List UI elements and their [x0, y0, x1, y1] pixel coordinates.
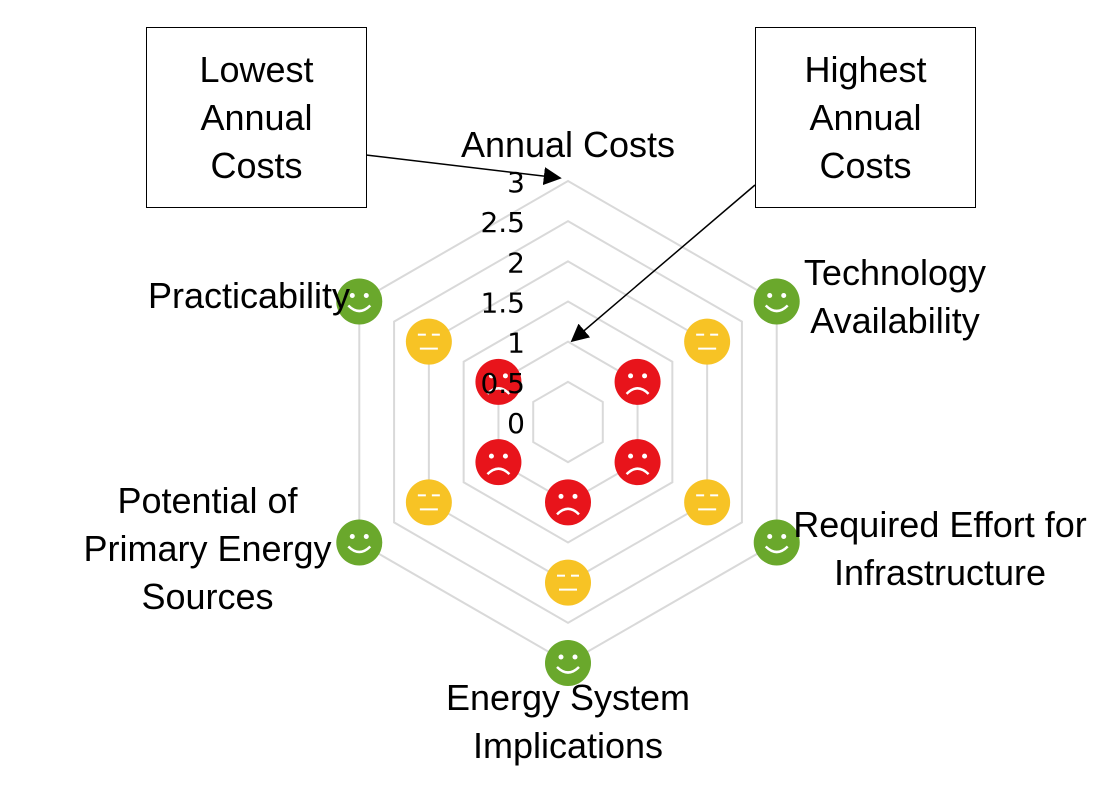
- marker-face: [545, 479, 591, 526]
- eye: [488, 373, 494, 379]
- eye: [572, 493, 578, 499]
- y-tick-label: 1: [507, 327, 525, 360]
- eye: [502, 453, 508, 459]
- arrow: [570, 184, 756, 343]
- grid-ring: [462, 300, 674, 544]
- y-tick-label: 2.5: [480, 206, 525, 239]
- eye: [781, 534, 787, 539]
- marker: [336, 278, 383, 325]
- marker-face: [336, 278, 383, 325]
- eye: [628, 373, 634, 379]
- y-tick-label: 3: [507, 166, 525, 199]
- mouth: [764, 304, 789, 313]
- eye: [349, 293, 355, 298]
- marker: [545, 559, 591, 606]
- mouth: [764, 545, 789, 554]
- marker: [684, 318, 731, 365]
- y-tick-label: 0: [507, 407, 525, 440]
- annotation: Highest Annual Costs: [755, 27, 976, 208]
- eye: [767, 534, 773, 539]
- marker: [753, 519, 800, 566]
- y-tick-label: 0.5: [480, 367, 525, 400]
- marker-face: [475, 358, 522, 405]
- marker-face: [545, 559, 591, 606]
- marker: [614, 439, 661, 486]
- marker: [545, 640, 591, 686]
- eye: [558, 654, 564, 660]
- eye: [572, 654, 578, 660]
- eye: [558, 493, 564, 499]
- mouth: [556, 666, 580, 674]
- mouth: [625, 467, 650, 476]
- marker-face: [475, 439, 522, 486]
- marker-face: [614, 358, 661, 405]
- marker: [753, 278, 800, 325]
- marker-face: [684, 479, 731, 526]
- mouth: [625, 387, 650, 395]
- marker-face: [753, 519, 800, 566]
- mouth: [486, 467, 511, 476]
- marker-face: [405, 318, 452, 365]
- mouth: [486, 387, 511, 395]
- marker-face: [614, 439, 661, 486]
- axis-label: Required Effort for Infrastructure: [793, 504, 1087, 593]
- axis-label: Practicability: [147, 275, 350, 316]
- axis-label: Energy System Implications: [445, 677, 691, 766]
- marker: [545, 479, 591, 526]
- marker: [336, 519, 383, 566]
- axis-label: Potential of Primary Energy Sources: [83, 480, 332, 617]
- y-tick-label: 2: [507, 246, 525, 279]
- marker-face: [684, 318, 731, 365]
- eye: [642, 453, 648, 459]
- eye: [363, 293, 369, 298]
- axis-label: Technology Availability: [803, 252, 987, 341]
- marker-face: [405, 479, 452, 526]
- eye: [628, 453, 634, 459]
- eye: [488, 453, 494, 459]
- axis-label: Annual Costs: [460, 124, 676, 165]
- mouth: [347, 304, 372, 313]
- grid-ring: [532, 380, 604, 464]
- eye: [642, 373, 648, 379]
- arrow: [365, 154, 562, 186]
- marker: [684, 479, 731, 526]
- marker: [614, 358, 661, 405]
- eye: [363, 534, 369, 539]
- eye: [781, 293, 787, 298]
- grid-ring: [427, 260, 709, 584]
- eye: [767, 293, 773, 298]
- marker-face: [336, 519, 383, 566]
- marks: [336, 278, 800, 686]
- annotation: Lowest Annual Costs: [146, 27, 367, 208]
- eye: [502, 373, 508, 379]
- mouth: [556, 507, 580, 516]
- grid-ring: [393, 220, 743, 624]
- y-tick-label: 1.5: [480, 287, 525, 320]
- eye: [349, 534, 355, 539]
- marker: [405, 318, 452, 365]
- marker-face: [753, 278, 800, 325]
- marker-face: [545, 640, 591, 686]
- marker: [405, 479, 452, 526]
- marker: [475, 439, 522, 486]
- mouth: [347, 545, 372, 554]
